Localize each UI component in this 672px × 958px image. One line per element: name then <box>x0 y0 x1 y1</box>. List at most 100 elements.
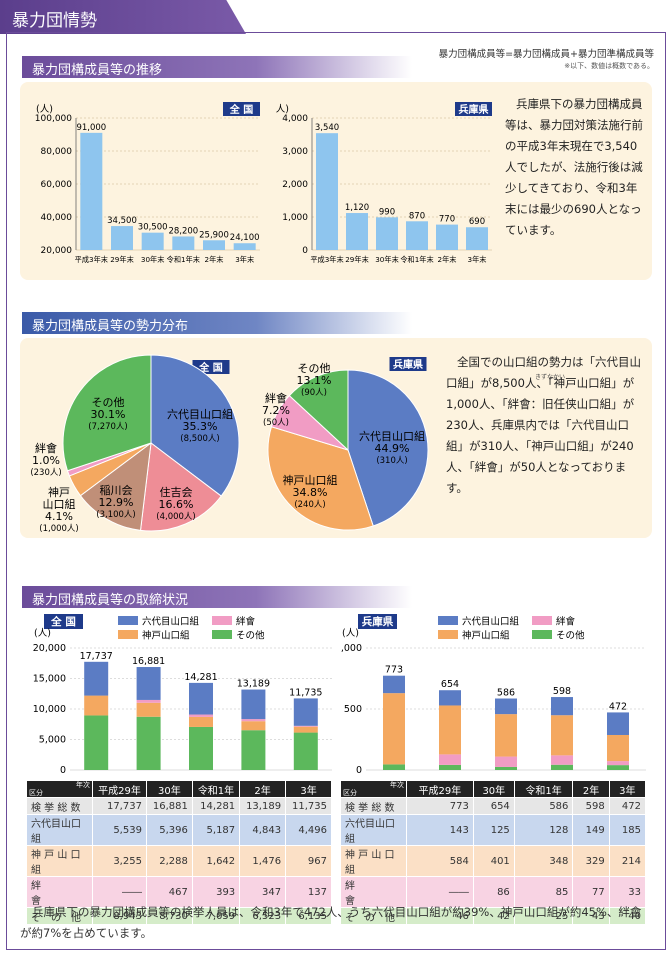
slice-count: (240人) <box>294 500 325 510</box>
arrests-description: 兵庫県下の暴力団構成員等の検挙人員は、令和3年で472人、うち六代目山口組が約3… <box>20 905 642 940</box>
stacked-bar-segment <box>241 719 266 722</box>
chart-members-national: (人) 全 国 20,000 40,000 60,000 80,000 100,000 91,… <box>35 102 260 264</box>
value-label: 870 <box>409 211 425 221</box>
stacked-bar-segment <box>293 732 318 770</box>
stacked-bar-segment <box>189 726 213 770</box>
table-cell: 598 <box>572 797 610 815</box>
section-title-trend: 暴力団構成員等の推移 <box>22 56 412 78</box>
table-cell: 5,539 <box>92 814 147 846</box>
legend-swatch <box>532 630 552 639</box>
stacked-bar-segment <box>189 716 213 727</box>
table-cell: 40 <box>608 907 647 925</box>
bar <box>141 232 164 250</box>
row-label: 六代目山口組 <box>26 814 93 846</box>
table-column-header: 平成29年 <box>406 780 474 798</box>
y-tick-label: 10,000 <box>33 704 66 715</box>
table-column-header: 3年 <box>608 780 647 798</box>
table-cell: 85 <box>513 876 574 908</box>
y-tick-label: 100,000 <box>35 114 72 124</box>
y-tick-label: 1,000 <box>340 643 362 654</box>
bar <box>436 224 458 250</box>
slice-name: その他 <box>298 362 331 375</box>
total-label: 586 <box>497 688 515 699</box>
chart-members-hyogo: (人) 兵庫県 0 1,000 2,000 3,000 4,000 3,540 平成3年末 1,1… <box>276 102 492 264</box>
value-label: 1,120 <box>345 203 369 213</box>
bar <box>346 213 368 250</box>
table-corner-header: 年次 区分 <box>340 780 407 798</box>
pie-slice <box>62 354 152 472</box>
bar <box>111 226 133 250</box>
chart-title: 全 国 <box>198 361 222 374</box>
table-cell: 214 <box>608 845 647 877</box>
y-unit-label: (人) <box>276 104 289 115</box>
slice-name: 神戸 <box>48 485 70 499</box>
table-cell: 8,730 <box>145 907 193 925</box>
bar <box>406 221 428 250</box>
slice-name: 稲川会 <box>100 484 133 497</box>
value-label: 25,900 <box>199 230 229 240</box>
y-tick-label: 5,000 <box>39 735 66 746</box>
chart-title: 全 国 <box>50 615 76 628</box>
table-cell: 128 <box>513 814 574 846</box>
bar <box>172 236 195 250</box>
x-tick-label: 3年末 <box>235 255 254 264</box>
chart-title-box <box>389 357 427 371</box>
table-column-header: 30年 <box>472 780 515 798</box>
slice-pct: 7.2% <box>262 404 290 417</box>
table-corner-header: 年次 区分 <box>26 780 93 798</box>
row-label: 神 戸 山 口 組 <box>26 845 93 877</box>
total-label: 11,735 <box>289 687 322 698</box>
stacked-bar-segment <box>293 726 318 733</box>
table-column-header: 30年 <box>145 780 193 798</box>
legend-label: その他 <box>236 630 265 642</box>
y-tick-label: 0 <box>302 246 308 256</box>
slice-pct: 44.9% <box>375 442 410 455</box>
total-label: 654 <box>441 679 459 690</box>
y-tick-label: 15,000 <box>33 674 66 685</box>
page-frame <box>6 32 666 950</box>
row-label: 神 戸 山 口 組 <box>340 845 407 877</box>
table-cell: 586 <box>513 797 574 815</box>
pie-slice <box>150 354 240 497</box>
stacked-bar-segment <box>551 697 573 716</box>
corner-category-label: 区分 <box>343 789 357 797</box>
value-label: 990 <box>379 207 395 217</box>
stacked-bar-segment <box>136 702 161 717</box>
legend-swatch <box>118 630 138 639</box>
stacked-bar-segment <box>189 682 213 715</box>
y-unit-label: (人) <box>34 628 51 639</box>
bar <box>316 133 338 250</box>
chart-title-box <box>358 614 397 629</box>
stacked-bar-segment <box>607 761 629 766</box>
slice-count: (310人) <box>376 456 407 466</box>
table-cell: 3,255 <box>92 845 147 877</box>
slice-pct: 30.1% <box>91 408 126 421</box>
chart-title: 兵庫県 <box>393 358 423 371</box>
total-label: 17,737 <box>80 651 113 662</box>
y-tick-label: 40,000 <box>41 213 73 223</box>
value-label: 770 <box>439 215 455 225</box>
table-row: そ の 他 46 42 25 43 40 <box>340 907 647 925</box>
formula-text: 暴力団構成員等=暴力団構成員+暴力団準構成員等 <box>438 49 654 60</box>
table-column-header: 2年 <box>239 780 287 798</box>
table-row: 六代目山口組 5,539 5,396 5,187 4,843 4,496 <box>26 814 332 846</box>
table-row: 検 挙 総 数 17,737 16,881 14,281 13,189 11,735 <box>26 797 332 815</box>
table-cell: 348 <box>513 845 574 877</box>
pie-slice <box>288 369 349 452</box>
legend-label: 絆會 <box>236 616 256 628</box>
stacked-bar-segment <box>495 766 517 770</box>
pie-slice <box>267 426 374 531</box>
table-cell: ―― <box>92 876 147 908</box>
slice-name: 住吉会 <box>160 485 193 499</box>
section-title-distribution: 暴力団構成員等の勢力分布 <box>22 312 412 334</box>
stacked-bar-segment <box>439 754 461 765</box>
table-cell: 5,187 <box>191 814 241 846</box>
table-cell: 46 <box>406 907 474 925</box>
table-cell: 654 <box>472 797 515 815</box>
total-label: 773 <box>385 665 403 676</box>
stacked-bar-segment <box>551 764 573 770</box>
slice-name: 六代目山口組 <box>359 430 425 443</box>
stacked-bar-segment <box>241 689 266 720</box>
